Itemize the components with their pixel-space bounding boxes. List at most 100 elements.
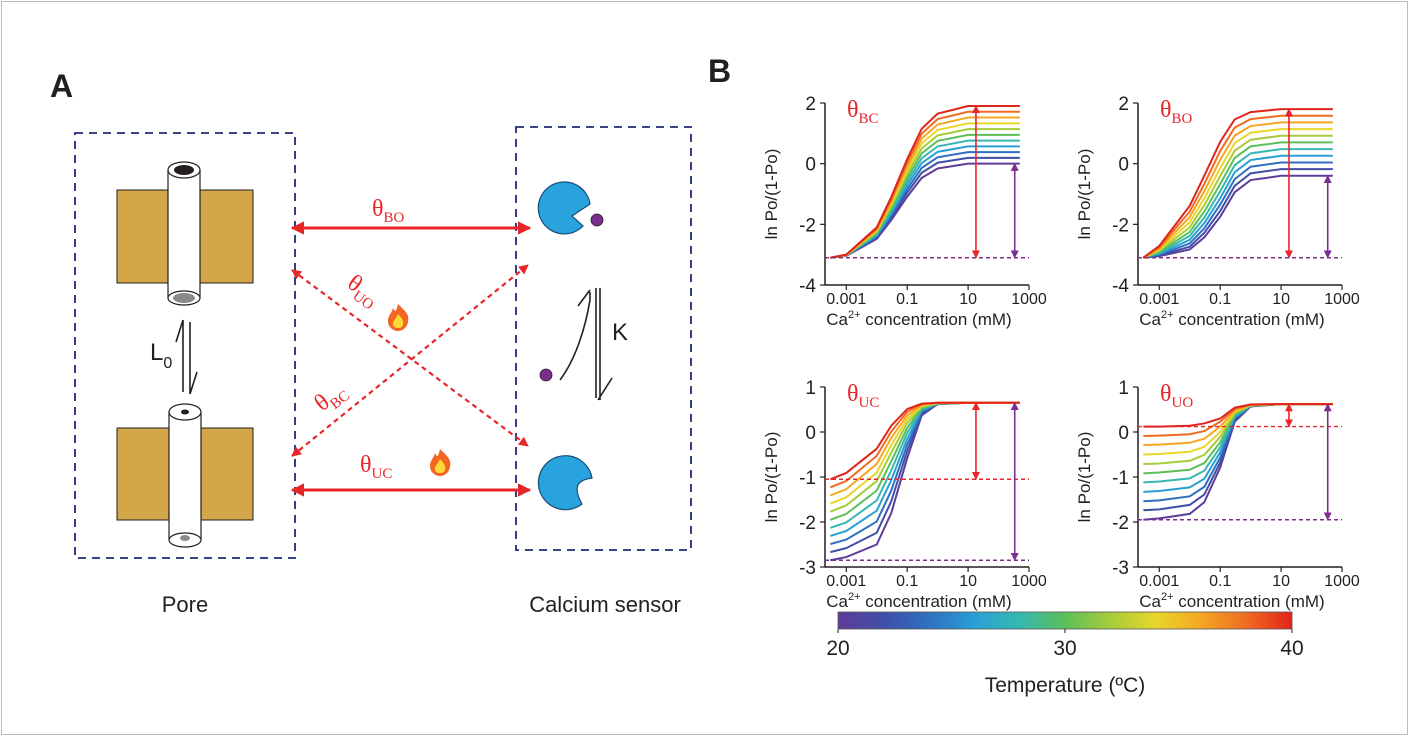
line-series <box>1142 114 1333 259</box>
y-tick-label: 0 <box>805 423 816 444</box>
sensor-equilibrium <box>559 288 613 401</box>
y-tick-label: -1 <box>799 468 816 489</box>
x-axis-label: Ca2+ concentration (mM) <box>826 309 1011 329</box>
x-tick-label: 0.001 <box>826 573 866 590</box>
x-tick-label: 0.1 <box>896 291 918 308</box>
y-tick-label: -1 <box>1112 468 1129 489</box>
x-label-part: Ca <box>1139 310 1161 329</box>
y-axis-label: ln Po/(1-Po) <box>1075 432 1094 523</box>
theta-sub: BO <box>384 210 405 226</box>
title-sub: BO <box>1172 111 1193 127</box>
sensor-bound <box>537 181 604 235</box>
l0-main: L <box>150 339 163 366</box>
colorbar-group: 20 30 40 Temperature (ºC) <box>826 611 1304 697</box>
line-series <box>1143 141 1333 259</box>
x-tick-label: 10 <box>1272 573 1290 590</box>
panel-label: B <box>708 53 731 89</box>
sensor-label: Calcium sensor <box>529 592 681 617</box>
line-series <box>830 105 1020 259</box>
y-tick-label: 1 <box>805 378 816 399</box>
x-axis-label: Ca2+ concentration (mM) <box>826 591 1011 611</box>
x-axis-label: Ca2+ concentration (mM) <box>1139 309 1324 329</box>
colorbar-tick-label: 20 <box>826 637 849 660</box>
y-tick-label: 2 <box>805 94 816 115</box>
title-sub: UO <box>1172 395 1194 411</box>
y-tick-label: 0 <box>1118 423 1129 444</box>
y-tick-label: 2 <box>1118 94 1129 115</box>
colorbar-label: Temperature (ºC) <box>985 674 1146 697</box>
y-tick-label: -2 <box>1112 513 1129 534</box>
y-tick-label: -2 <box>799 215 816 236</box>
x-label-sup: 2+ <box>848 591 861 603</box>
theta-sub: UC <box>372 466 393 482</box>
y-axis-label: ln Po/(1-Po) <box>762 149 781 240</box>
chart: -3 -2 -1 0 1 0.001 0.1 10 1000 ln Po/(1-Po) Ca2+ c… <box>762 378 1047 611</box>
theta-main: θ <box>372 196 384 222</box>
line-series <box>1143 161 1333 259</box>
title-main: θ <box>847 97 859 123</box>
y-tick-label: -2 <box>799 513 816 534</box>
line-series <box>1142 108 1333 259</box>
title-main: θ <box>1160 97 1172 123</box>
x-tick-label: 1000 <box>1011 291 1047 308</box>
pore-label: Pore <box>162 592 208 617</box>
x-label-part: Ca <box>826 592 848 611</box>
x-axis-label: Ca2+ concentration (mM) <box>1139 591 1324 611</box>
chart: -4 -2 0 2 0.001 0.1 10 1000 ln Po/(1-Po) Ca2+ con… <box>762 94 1047 329</box>
chart-title: θUO <box>1160 381 1193 411</box>
x-tick-label: 10 <box>959 291 977 308</box>
y-axis-label: ln Po/(1-Po) <box>762 432 781 523</box>
panel-label: A <box>50 68 73 104</box>
x-label-part: concentration (mM) <box>861 310 1012 329</box>
pore-open <box>116 161 254 306</box>
x-label-part: Ca <box>1139 592 1161 611</box>
sensor-unbound <box>537 455 593 511</box>
line-series <box>1143 148 1333 259</box>
chart: -3 -2 -1 0 1 0.001 0.1 10 1000 ln Po/(1-Po) Ca2+ c… <box>1075 378 1360 611</box>
title-sub: UC <box>859 395 880 411</box>
k-label: K <box>612 319 628 346</box>
y-tick-label: 0 <box>805 155 816 176</box>
x-tick-label: 0.001 <box>1139 291 1179 308</box>
pore-equilibrium <box>175 319 198 395</box>
x-tick-label: 1000 <box>1011 573 1047 590</box>
line-series <box>1142 134 1333 259</box>
line-series <box>1143 154 1333 259</box>
y-tick-label: -2 <box>1112 215 1129 236</box>
x-label-part: concentration (mM) <box>861 592 1012 611</box>
x-tick-label: 1000 <box>1324 573 1360 590</box>
l0-label: L0 <box>150 339 172 372</box>
x-tick-label: 1000 <box>1324 291 1360 308</box>
x-label-sup: 2+ <box>1161 591 1174 603</box>
x-label-part: concentration (mM) <box>1174 310 1325 329</box>
calcium-ion <box>539 368 553 382</box>
colorbar-tick-label: 30 <box>1053 637 1076 660</box>
title-main: θ <box>847 381 859 407</box>
x-tick-label: 0.001 <box>1139 573 1179 590</box>
line-series <box>1143 168 1333 259</box>
title-sub: BC <box>859 111 879 127</box>
x-label-part: Ca <box>826 310 848 329</box>
y-axis-label: ln Po/(1-Po) <box>1075 149 1094 240</box>
theta-bo: θBO <box>372 196 405 226</box>
y-tick-label: -4 <box>1112 276 1129 297</box>
title-main: θ <box>1160 381 1172 407</box>
x-label-sup: 2+ <box>1161 309 1174 321</box>
chart: -4 -2 0 2 0.001 0.1 10 1000 ln Po/(1-Po) Ca2+ con… <box>1075 94 1360 329</box>
y-tick-label: 1 <box>1118 378 1129 399</box>
theta-bc-arrow <box>291 264 529 457</box>
y-tick-label: -4 <box>799 276 816 297</box>
chart-title: θBO <box>1160 97 1193 127</box>
l0-sub: 0 <box>163 355 172 372</box>
x-tick-label: 10 <box>1272 291 1290 308</box>
colorbar-tick-label: 40 <box>1280 637 1303 660</box>
x-tick-label: 10 <box>959 573 977 590</box>
chart-title: θBC <box>847 97 879 127</box>
y-tick-label: -3 <box>1112 558 1129 579</box>
x-tick-label: 0.001 <box>826 291 866 308</box>
line-series <box>1142 121 1333 259</box>
pore-closed <box>116 403 254 548</box>
y-tick-label: -3 <box>799 558 816 579</box>
